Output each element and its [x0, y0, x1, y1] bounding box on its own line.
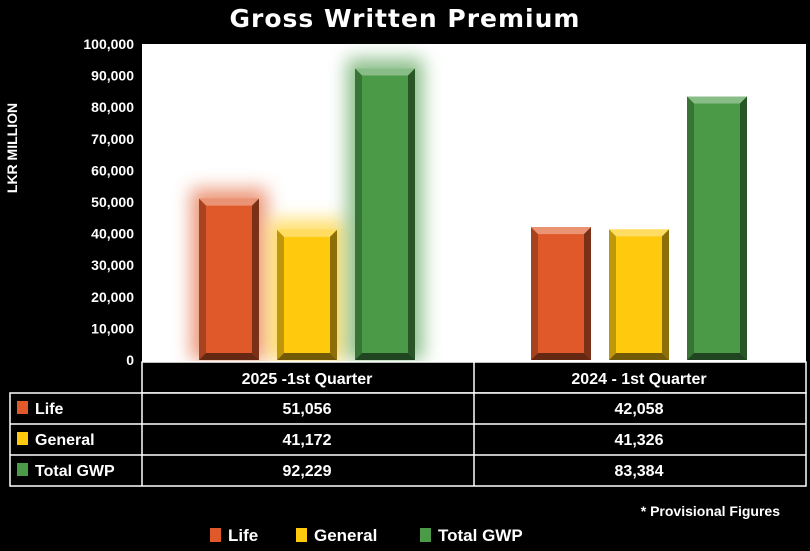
y-axis-label: LKR MILLION: [4, 103, 20, 193]
total-2025-value: 92,229: [283, 463, 332, 480]
legend-life-label: Life: [228, 526, 258, 545]
legend: Life General Total GWP: [210, 526, 523, 545]
y-tick-label: 10,000: [91, 320, 134, 336]
table-header-2025: 2025 -1st Quarter: [242, 371, 373, 388]
bar-total-gwp-0: [355, 68, 415, 360]
bar-general-1: [609, 229, 669, 360]
chart-title: Gross Written Premium: [230, 4, 581, 33]
y-tick-label: 20,000: [91, 289, 134, 305]
bars: [199, 68, 747, 360]
data-table: 2025 -1st Quarter 2024 - 1st Quarter Lif…: [9, 361, 807, 487]
y-tick-label: 40,000: [91, 226, 134, 242]
y-tick-label: 100,000: [83, 36, 134, 52]
y-tick-label: 30,000: [91, 257, 134, 273]
general-2024-value: 41,326: [615, 432, 664, 449]
life-2025-value: 51,056: [283, 401, 332, 418]
legend-total-label: Total GWP: [438, 526, 523, 545]
general-row-swatch: [17, 432, 28, 445]
table-header-2024: 2024 - 1st Quarter: [571, 371, 706, 388]
y-tick-label: 50,000: [91, 194, 134, 210]
y-axis-ticks: 0 10,000 20,000 30,000 40,000 50,000 60,000 70,…: [83, 36, 134, 368]
legend-total-swatch: [420, 528, 431, 542]
legend-general-label: General: [314, 526, 377, 545]
y-tick-label: 90,000: [91, 68, 134, 84]
total-row-label: Total GWP: [35, 463, 115, 480]
life-row-label: Life: [35, 401, 64, 418]
bar-total-gwp-1: [687, 96, 747, 360]
bar-general-0: [277, 229, 337, 360]
bar-life-1: [531, 227, 591, 360]
y-tick-label: 80,000: [91, 99, 134, 115]
legend-general-swatch: [296, 528, 307, 542]
y-tick-label: 60,000: [91, 162, 134, 178]
general-row-label: General: [35, 432, 95, 449]
general-2025-value: 41,172: [283, 432, 332, 449]
life-row-swatch: [17, 401, 28, 414]
total-2024-value: 83,384: [615, 463, 664, 480]
provisional-note: * Provisional Figures: [641, 503, 780, 519]
y-tick-label: 70,000: [91, 131, 134, 147]
life-2024-value: 42,058: [615, 401, 664, 418]
legend-life-swatch: [210, 528, 221, 542]
y-tick-label: 0: [126, 352, 134, 368]
total-row-swatch: [17, 463, 28, 476]
bar-life-0: [199, 198, 259, 360]
